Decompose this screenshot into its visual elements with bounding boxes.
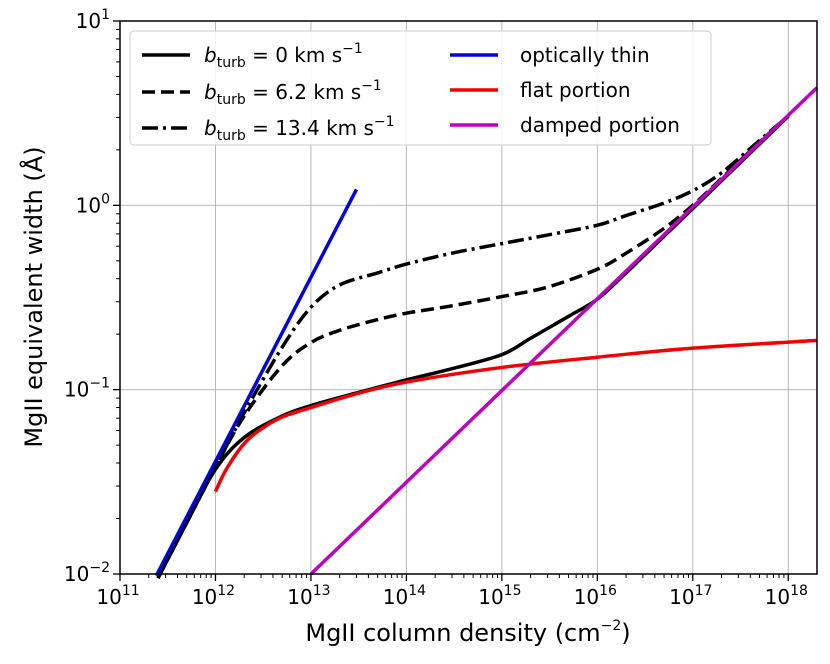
- y-tick-label: 10−2: [64, 560, 110, 586]
- x-axis-label: MgII column density (cm−2): [305, 618, 630, 647]
- legend-label-b134: bturb = 13.4 km s−1: [204, 114, 395, 144]
- y-axis-label: MgII equivalent width (Å): [19, 146, 48, 447]
- plot-frame: [119, 20, 818, 575]
- x-tick-label: 1015: [478, 583, 521, 609]
- x-tick-label: 1012: [192, 583, 235, 609]
- legend-box: [129, 30, 712, 146]
- x-tick-label: 1016: [574, 583, 617, 609]
- legend-label-b0: bturb = 0 km s−1: [204, 41, 363, 71]
- legend-label-optically-thin: optically thin: [520, 43, 650, 67]
- x-tick-label: 1017: [669, 583, 712, 609]
- x-tick-label: 1018: [765, 583, 808, 609]
- legend-label-flat-portion: flat portion: [520, 78, 631, 102]
- axis-ticks: 1011 1012 1013 1014 1015 1016 1017 1018 10−2 10−1…: [64, 7, 808, 609]
- legend-label-damped-portion: damped portion: [520, 113, 680, 137]
- series-damped-portion-line: [309, 86, 819, 576]
- legend-label-b62: bturb = 6.2 km s−1: [204, 78, 382, 108]
- series-flat-portion-line: [213, 338, 818, 493]
- series-lines: [154, 86, 819, 579]
- x-tick-label: 1013: [287, 583, 330, 609]
- series-optically-thin-line: [154, 188, 359, 577]
- legend: bturb = 0 km s−1 bturb = 6.2 km s−1 btur…: [129, 30, 712, 146]
- y-tick-label: 101: [76, 7, 110, 33]
- y-tick-label: 10−1: [64, 376, 110, 402]
- series-b13p4-line: [156, 114, 790, 579]
- x-tick-label: 1011: [96, 583, 139, 609]
- y-tick-label: 100: [76, 191, 110, 217]
- x-tick-label: 1014: [383, 583, 426, 609]
